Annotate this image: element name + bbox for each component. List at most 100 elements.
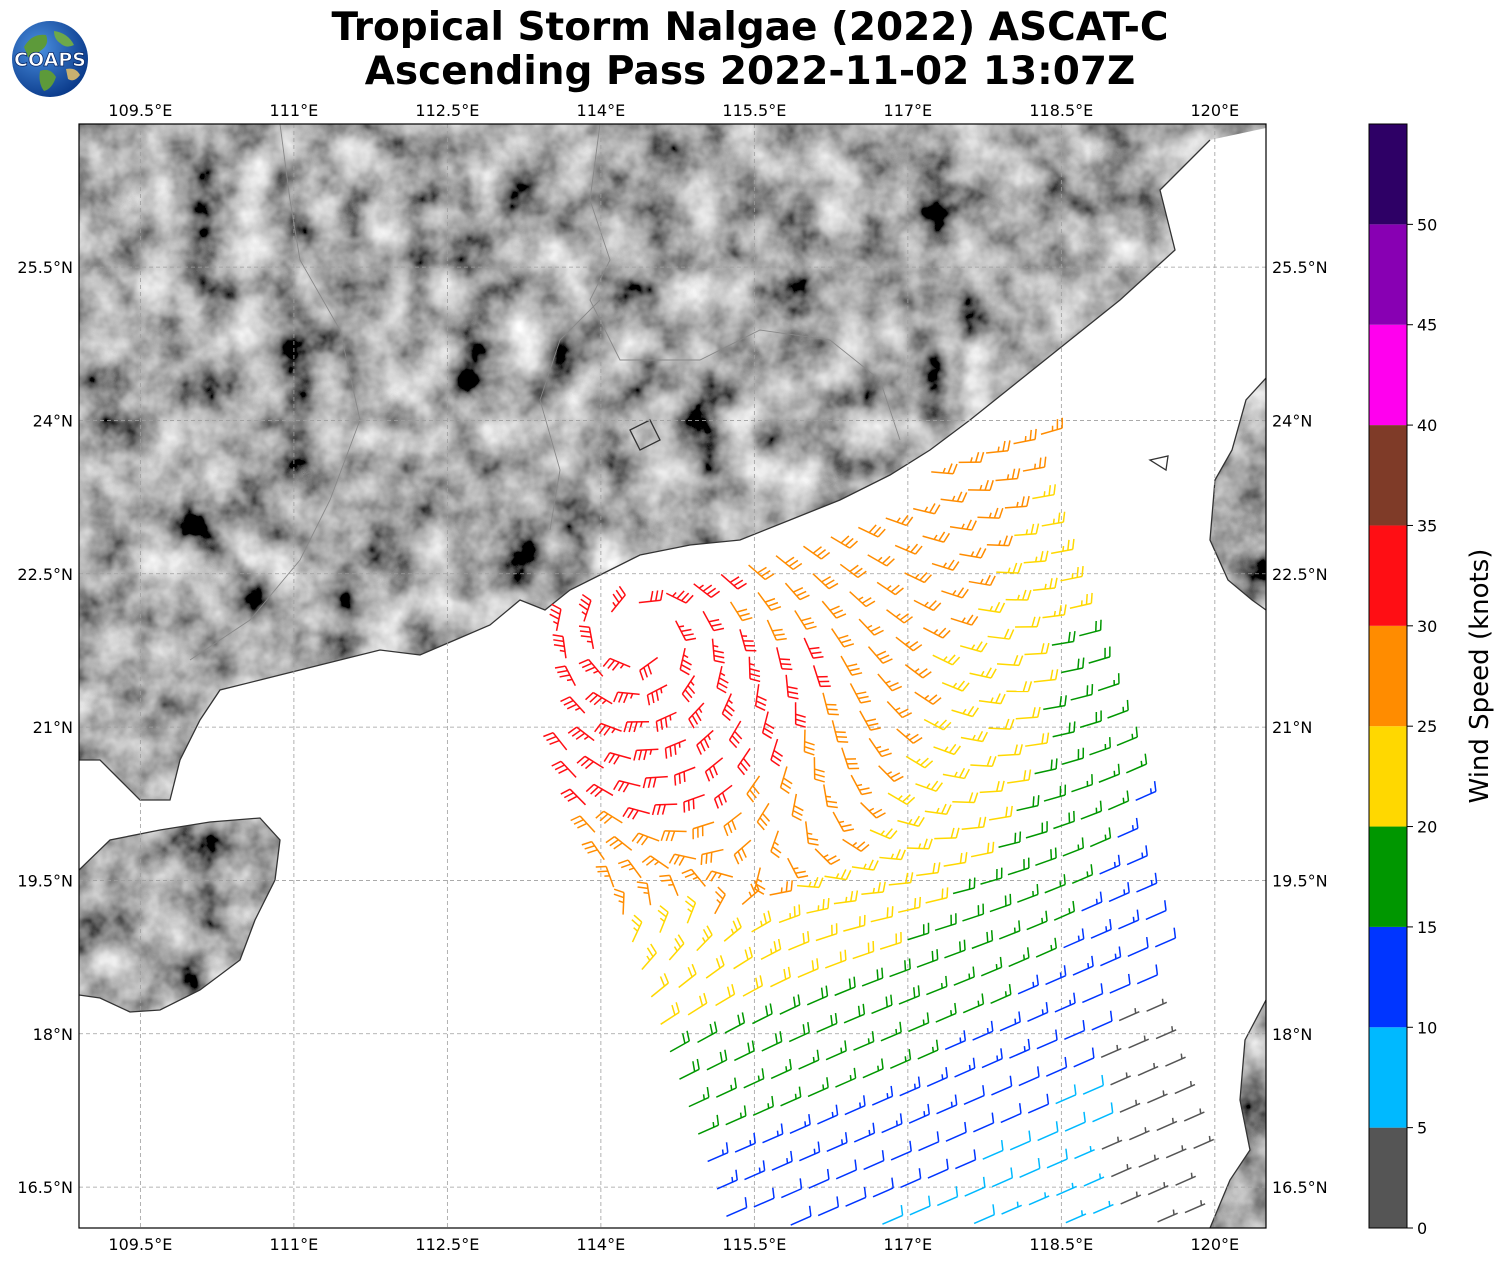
barb-staff: [791, 793, 798, 816]
barb-feather: [875, 812, 886, 819]
barb-feather: [865, 718, 877, 723]
barb-feather: [1153, 781, 1157, 792]
wind-barb: [1081, 891, 1103, 912]
wind-barb: [895, 636, 923, 652]
barb-feather: [718, 677, 729, 684]
barb-half-feather: [566, 678, 573, 682]
barb-staff: [1024, 652, 1047, 656]
barb-feather: [755, 883, 766, 891]
barb-staff: [638, 832, 660, 842]
barb-staff: [781, 1188, 802, 1199]
barb-staff: [843, 924, 865, 932]
barb-feather: [748, 946, 753, 958]
wind-barb: [675, 620, 697, 642]
barb-feather: [868, 524, 877, 534]
wind-barb: [1165, 1053, 1186, 1067]
barb-feather: [549, 739, 560, 746]
barb-feather: [973, 792, 979, 803]
barb-half-feather: [972, 734, 976, 741]
barb-feather: [984, 479, 989, 491]
barb-feather: [827, 897, 830, 909]
barb-feather: [740, 762, 748, 772]
barb-feather: [613, 893, 625, 899]
wind-barb: [1005, 589, 1032, 601]
barb-feather: [889, 830, 898, 840]
barb-feather: [844, 1132, 848, 1143]
barb-feather: [890, 1085, 894, 1097]
barb-feather: [1055, 758, 1058, 769]
barb-feather: [918, 1168, 922, 1179]
barb-staff: [834, 986, 856, 997]
barb-staff: [990, 993, 1012, 1004]
barb-staff: [835, 1169, 857, 1180]
barb-staff: [797, 968, 819, 979]
barb-staff: [797, 884, 820, 889]
barb-feather: [857, 1005, 861, 1017]
barb-feather: [1038, 457, 1042, 469]
barb-feather: [1019, 744, 1023, 755]
wind-barb: [681, 675, 696, 703]
colorbar-segment: [1369, 1027, 1407, 1128]
barb-half-feather: [908, 818, 913, 825]
wind-barb: [941, 587, 969, 599]
wind-barb: [1064, 1111, 1086, 1132]
barb-feather: [684, 900, 695, 909]
barb-half-feather: [639, 721, 643, 728]
wind-barb: [1156, 1117, 1178, 1131]
barb-half-feather: [672, 591, 677, 597]
barb-half-feather: [1098, 1173, 1102, 1179]
wind-barb: [942, 767, 970, 780]
barb-staff: [868, 737, 883, 757]
barb-half-feather: [619, 663, 625, 669]
lat-tick-right: 21°N: [1272, 718, 1312, 737]
barb-feather: [838, 634, 849, 640]
wind-barb: [1024, 642, 1050, 656]
barb-staff: [1060, 575, 1083, 582]
barb-staff: [656, 711, 677, 723]
barb-half-feather: [823, 854, 829, 858]
barb-feather: [612, 593, 620, 604]
barb-feather: [603, 726, 611, 736]
barb-feather: [872, 808, 883, 816]
barb-feather: [725, 1142, 729, 1153]
barb-feather: [746, 793, 755, 803]
barb-half-feather: [1041, 917, 1044, 924]
barb-half-feather: [1180, 1053, 1183, 1059]
barb-staff: [842, 838, 862, 852]
barb-staff: [1035, 857, 1057, 867]
wind-barb: [766, 619, 787, 641]
barb-half-feather: [979, 484, 983, 491]
barb-feather: [688, 718, 695, 729]
barb-feather: [873, 526, 882, 536]
barb-half-feather: [840, 1139, 844, 1145]
barb-feather: [1091, 1047, 1095, 1059]
barb-feather: [559, 674, 570, 678]
wind-barb: [968, 479, 994, 491]
barb-feather: [808, 1205, 812, 1217]
barb-half-feather: [951, 495, 956, 502]
barb-feather: [633, 914, 643, 923]
barb-feather: [1081, 928, 1085, 939]
barb-feather: [704, 771, 711, 782]
barb-half-feather: [1144, 1127, 1147, 1133]
barb-staff: [952, 801, 975, 804]
barb-feather: [886, 907, 889, 918]
barb-feather: [1101, 1074, 1105, 1086]
barb-half-feather: [863, 863, 867, 869]
wind-barb: [1100, 1044, 1122, 1059]
barb-half-feather: [995, 964, 998, 970]
barb-feather: [903, 616, 913, 624]
lon-tick-top: 120°E: [1191, 101, 1240, 120]
barb-feather: [663, 973, 670, 984]
barb-feather: [1003, 535, 1008, 546]
barb-half-feather: [629, 693, 634, 699]
barb-staff: [998, 841, 1021, 849]
barb-feather: [641, 836, 649, 846]
wind-barb: [715, 1077, 738, 1098]
barb-feather: [954, 1002, 957, 1014]
barb-feather: [878, 748, 890, 754]
wind-barb: [1053, 900, 1076, 921]
axis-tick-labels: 109.5°E109.5°E111°E111°E112.5°E112.5°E11…: [17, 101, 1327, 1254]
barb-half-feather: [924, 694, 930, 700]
